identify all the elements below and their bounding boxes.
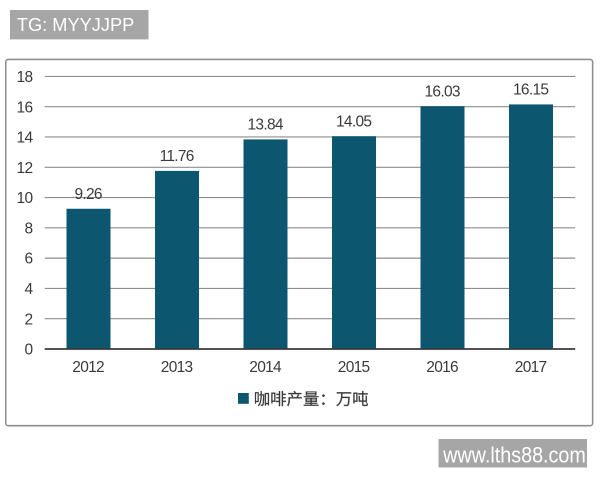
svg-text:2014: 2014	[249, 359, 282, 376]
svg-text:6: 6	[24, 251, 32, 268]
svg-text:16.15: 16.15	[513, 82, 548, 99]
svg-text:4: 4	[24, 281, 33, 298]
svg-text:0: 0	[24, 342, 33, 359]
svg-text:2016: 2016	[426, 359, 458, 376]
svg-text:8: 8	[24, 220, 32, 237]
svg-text:16: 16	[17, 99, 33, 116]
svg-text:14: 14	[17, 130, 34, 147]
svg-text:12: 12	[17, 160, 33, 177]
svg-text:16.03: 16.03	[425, 83, 460, 100]
svg-text:2017: 2017	[515, 359, 547, 376]
svg-text:18: 18	[17, 69, 33, 86]
svg-text:2015: 2015	[338, 359, 370, 376]
svg-text:2013: 2013	[161, 359, 193, 376]
svg-text:11.76: 11.76	[160, 148, 194, 165]
svg-text:2012: 2012	[72, 359, 104, 376]
svg-text:14.05: 14.05	[336, 113, 371, 130]
svg-text:9.26: 9.26	[74, 186, 101, 203]
svg-text:10: 10	[17, 190, 34, 207]
svg-text:www.lths88.com: www.lths88.com	[442, 443, 586, 468]
svg-text:13.84: 13.84	[248, 117, 284, 134]
svg-text:TG: MYYJJPP: TG: MYYJJPP	[17, 15, 134, 35]
svg-text:2: 2	[24, 311, 32, 328]
